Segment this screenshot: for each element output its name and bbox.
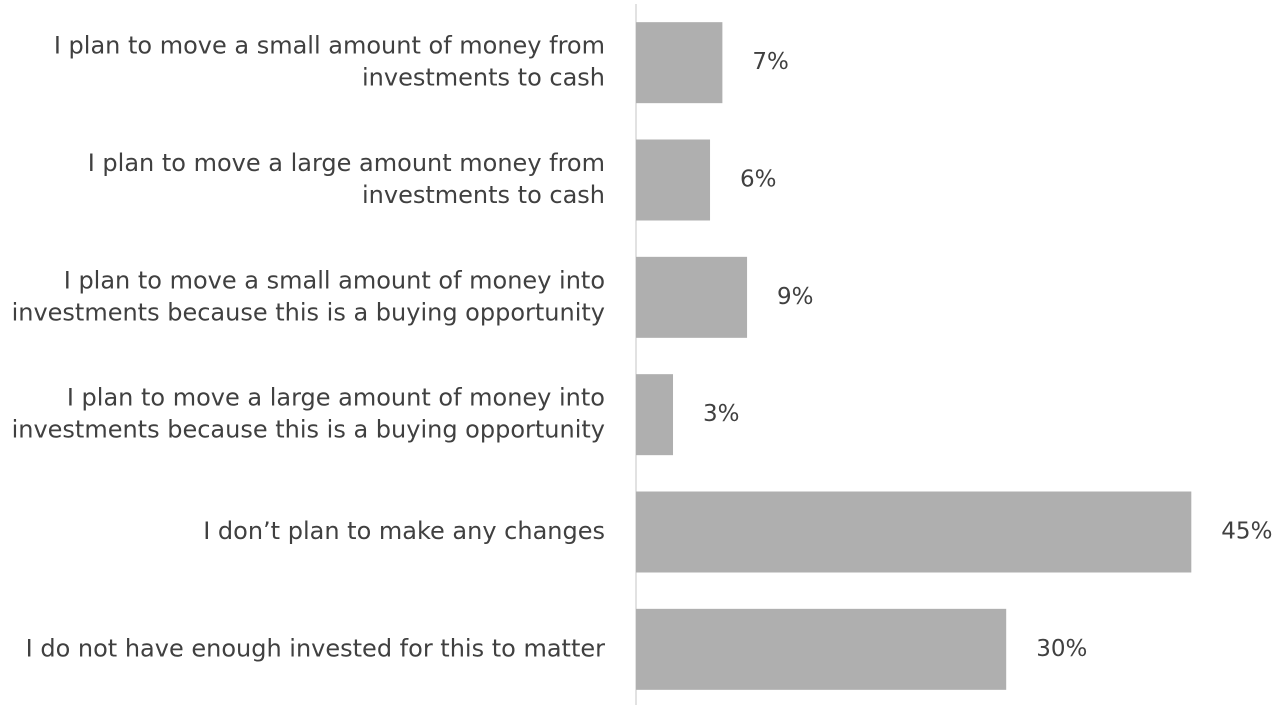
value-label: 7% <box>752 49 789 75</box>
value-label: 30% <box>1036 636 1087 662</box>
category-label: I don’t plan to make any changes <box>203 517 605 545</box>
bar <box>636 491 1192 573</box>
category-label: I plan to move a large amount of money i… <box>12 384 605 444</box>
value-label: 9% <box>777 284 814 310</box>
value-label: 6% <box>740 167 777 193</box>
category-label: I plan to move a small amount of money f… <box>54 32 605 92</box>
category-label: I plan to move a small amount of money i… <box>12 266 605 326</box>
category-label: I plan to move a large amount money from… <box>88 149 605 209</box>
bar <box>636 374 674 456</box>
category-label: I do not have enough invested for this t… <box>26 634 605 662</box>
value-label: 45% <box>1221 519 1272 545</box>
value-label: 3% <box>703 401 740 427</box>
bar <box>636 256 748 338</box>
bar <box>636 22 723 104</box>
bar <box>636 608 1007 690</box>
bar <box>636 139 711 221</box>
